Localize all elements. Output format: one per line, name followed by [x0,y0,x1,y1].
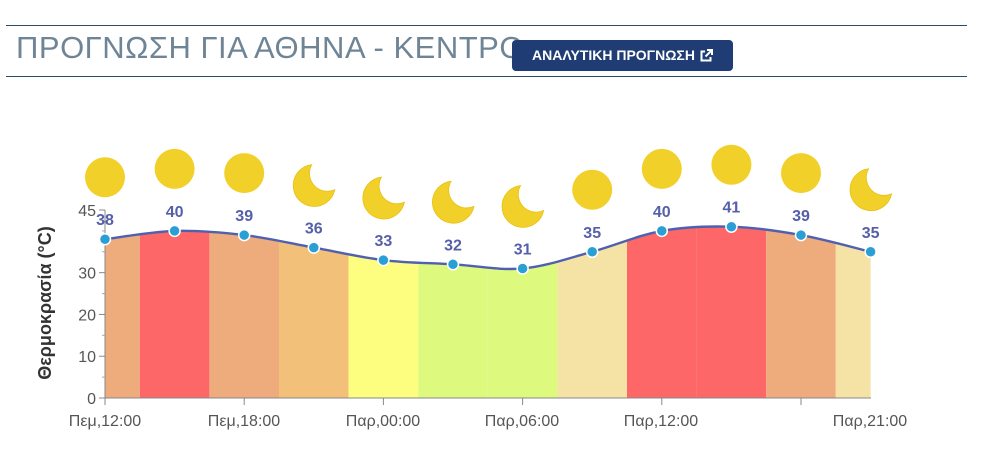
data-point[interactable] [377,253,390,267]
data-labels: 38 40 39 36 33 32 31 35 40 41 39 35 [96,200,879,259]
sun-icon [711,144,752,185]
data-point[interactable] [585,245,599,259]
weather-icons [85,144,893,228]
sun-icon [85,157,125,198]
temperature-band [766,226,836,398]
temperature-band [139,226,210,398]
data-label: 40 [653,204,671,221]
moon-icon [849,168,893,212]
y-tick-label: 45 [78,203,96,220]
sun-icon [641,148,682,189]
data-point[interactable] [864,245,877,259]
y-axis-label: Θερμοκρασία (°C) [35,226,55,380]
sun-icon [572,169,613,210]
data-point[interactable] [446,258,460,271]
moon-icon [432,180,475,224]
y-tick-label: 20 [78,307,96,324]
moon-icon [362,176,405,220]
header-bottom-rule [6,76,967,77]
data-label: 36 [305,221,323,238]
moon-icon [501,184,545,228]
data-label: 40 [166,204,184,221]
data-label: 35 [862,225,880,242]
data-label: 32 [444,237,462,254]
x-tick-label: Παρ,06:00 [485,413,559,430]
temperature-band [835,226,871,398]
y-tick-label: 0 [87,391,96,408]
data-label: 41 [723,200,741,217]
data-point[interactable] [98,232,112,246]
data-point[interactable] [307,241,321,254]
y-tick-label: 10 [78,349,96,366]
x-axis-ticks: Πεμ,12:00 Πεμ,18:00 Παρ,00:00 Παρ,06:00 Παρ,… [69,398,907,430]
moon-icon [292,164,336,207]
x-tick-label: Πεμ,12:00 [69,413,141,430]
data-point[interactable] [237,228,251,242]
x-tick-label: Παρ,21:00 [833,413,907,430]
temperature-band [209,226,279,398]
temperature-band [696,226,767,398]
x-tick-label: Παρ,00:00 [346,413,420,430]
data-label: 33 [375,233,393,250]
data-label: 39 [792,208,810,225]
data-point[interactable] [516,262,529,275]
temperature-band [627,226,697,398]
data-label: 31 [514,241,532,258]
x-tick-label: Παρ,12:00 [624,413,698,430]
page-title: ΠΡΟΓΝΩΣΗ ΓΙΑ ΑΘΗΝΑ - ΚΕΝΤΡΟ [16,30,524,65]
data-points [98,220,877,275]
data-point[interactable] [725,220,738,233]
sun-icon [154,148,195,189]
data-label: 38 [96,212,114,229]
temperature-band [557,226,627,398]
sun-icon [781,153,821,194]
data-point[interactable] [655,224,669,238]
y-axis-ticks: 0 10 20 30 45 [78,203,105,408]
detailed-forecast-button-label: ΑΝΑΛΥΤΙΚΗ ΠΡΟΓΝΩΣΗ [532,47,695,63]
data-label: 39 [235,208,253,225]
x-tick-label: Πεμ,18:00 [208,413,280,430]
sun-icon [224,153,265,194]
data-label: 35 [583,225,601,242]
y-tick-label: 30 [78,266,96,283]
temperature-line [104,225,871,271]
data-point[interactable] [168,224,181,238]
temperature-band [279,226,349,398]
header-top-rule [6,25,967,26]
temperature-band [348,226,419,398]
external-link-icon [700,48,713,61]
temperature-bands [105,226,871,398]
data-point[interactable] [794,228,808,242]
temperature-band [105,226,140,398]
detailed-forecast-button[interactable]: ΑΝΑΛΥΤΙΚΗ ΠΡΟΓΝΩΣΗ [512,40,733,71]
